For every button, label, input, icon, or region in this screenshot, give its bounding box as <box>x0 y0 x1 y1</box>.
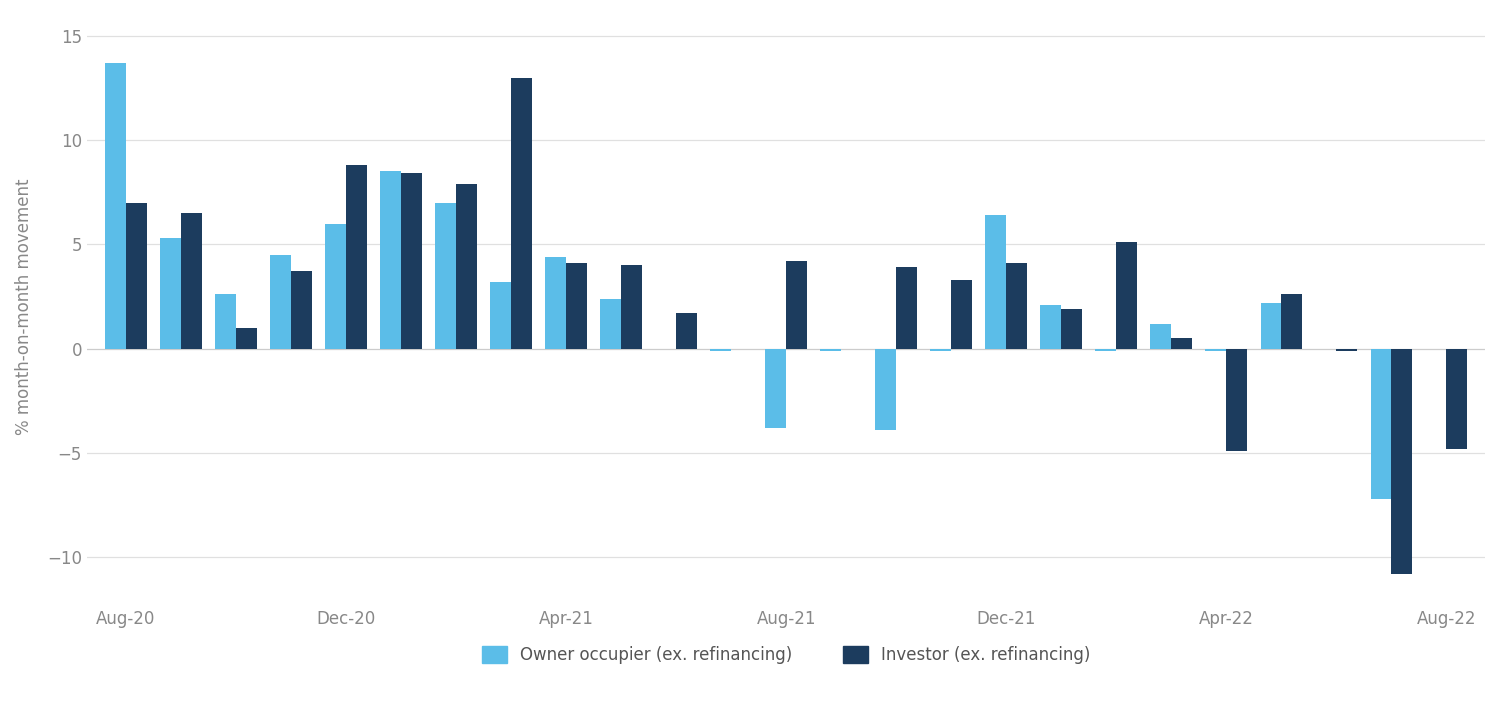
Bar <box>380 171 400 349</box>
Bar <box>600 298 621 349</box>
Bar <box>897 267 916 349</box>
Bar <box>291 272 312 349</box>
Bar <box>930 349 951 351</box>
Bar <box>1392 349 1413 574</box>
Bar <box>544 257 566 349</box>
Bar <box>621 265 642 349</box>
Bar <box>1150 324 1172 349</box>
Bar <box>765 349 786 428</box>
Bar <box>566 263 586 349</box>
Bar <box>126 203 147 349</box>
Bar <box>1227 349 1248 451</box>
Bar <box>711 349 730 351</box>
Bar <box>1007 263 1028 349</box>
Bar <box>821 349 842 351</box>
Bar <box>1116 242 1137 349</box>
Bar <box>182 213 203 349</box>
Y-axis label: % month-on-month movement: % month-on-month movement <box>15 179 33 435</box>
Bar <box>1260 303 1281 349</box>
Bar <box>214 294 236 349</box>
Bar <box>512 78 532 349</box>
Bar <box>236 328 256 349</box>
Bar <box>490 282 512 349</box>
Bar <box>676 313 698 349</box>
Bar <box>1172 338 1192 349</box>
Bar <box>1371 349 1392 499</box>
Bar <box>1062 309 1082 349</box>
Bar <box>876 349 897 430</box>
Bar <box>1281 294 1302 349</box>
Bar <box>105 63 126 349</box>
Bar <box>1095 349 1116 351</box>
Bar <box>435 203 456 349</box>
Bar <box>400 173 422 349</box>
Bar <box>986 215 1006 349</box>
Bar <box>786 261 807 349</box>
Legend: Owner occupier (ex. refinancing), Investor (ex. refinancing): Owner occupier (ex. refinancing), Invest… <box>474 638 1098 672</box>
Bar <box>456 184 477 349</box>
Bar <box>1041 305 1062 349</box>
Bar <box>270 255 291 349</box>
Bar <box>346 165 368 349</box>
Bar <box>1206 349 1227 351</box>
Bar <box>1446 349 1467 449</box>
Bar <box>1336 349 1358 351</box>
Bar <box>160 238 182 349</box>
Bar <box>326 224 346 349</box>
Bar <box>951 280 972 349</box>
